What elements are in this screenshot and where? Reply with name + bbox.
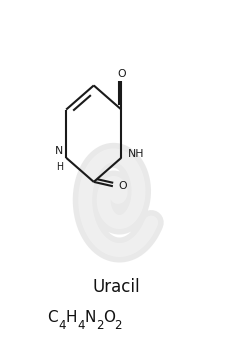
Text: 4: 4 xyxy=(58,319,66,332)
Text: O: O xyxy=(117,69,126,79)
Text: C: C xyxy=(47,310,58,326)
Text: NH: NH xyxy=(128,149,144,159)
Text: Uracil: Uracil xyxy=(93,278,140,296)
Text: H: H xyxy=(66,310,77,326)
Text: H: H xyxy=(56,162,63,172)
Text: O: O xyxy=(119,181,127,191)
Text: O: O xyxy=(103,310,115,326)
Text: 2: 2 xyxy=(114,319,122,332)
Text: N: N xyxy=(84,310,96,326)
Text: 2: 2 xyxy=(96,319,103,332)
Text: N: N xyxy=(55,146,63,156)
Text: 4: 4 xyxy=(77,319,85,332)
